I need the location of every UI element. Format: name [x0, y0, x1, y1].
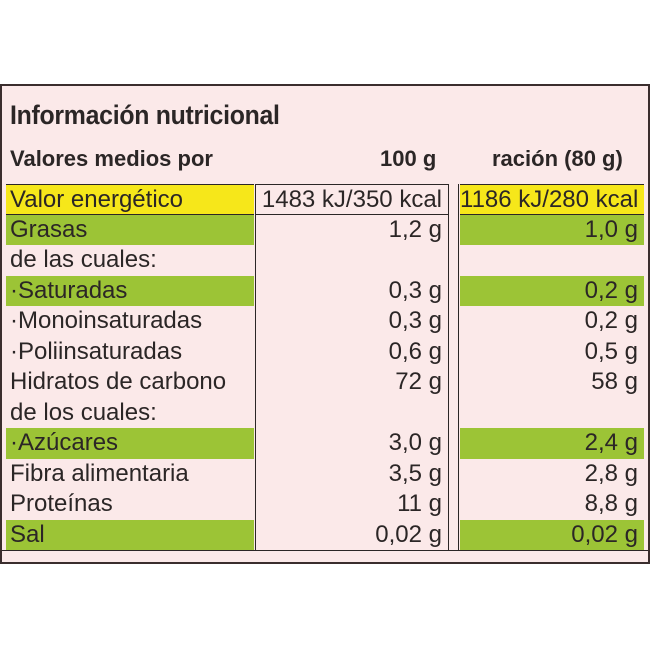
value-per-serving: 8,8 g	[584, 490, 638, 517]
table-row: Fibra alimentaria 3,5 g 2,8 g	[4, 459, 644, 490]
label-title: Información nutricional	[10, 100, 280, 130]
value-per-100g	[256, 398, 448, 429]
value-per-serving: 2,4 g	[460, 428, 644, 459]
nutrient-name: Proteínas	[10, 490, 113, 517]
table-row: Grasas 1,2 g 1,0 g	[4, 214, 644, 245]
column-divider	[448, 184, 449, 550]
value-per-serving	[460, 245, 644, 276]
value-per-serving: 0,5 g	[584, 337, 638, 365]
table-row: ·Saturadas 0,3 g 0,2 g	[4, 275, 644, 306]
header-per-100g: 100 g	[380, 146, 437, 171]
header-label: Valores medios por	[10, 146, 213, 171]
nutrition-label: Información nutricional Valores medios p…	[0, 84, 650, 564]
nutrient-name: de las cuales:	[10, 246, 157, 273]
table-row: de las cuales:	[4, 245, 644, 276]
value-per-serving: 58 g	[591, 368, 638, 395]
nutrient-name: Fibra alimentaria	[10, 459, 189, 487]
value-per-serving: 0,2 g	[584, 307, 638, 334]
nutrient-name: ·Monoinsaturadas	[10, 307, 203, 334]
table-row: ·Poliinsaturadas 0,6 g 0,5 g	[4, 337, 644, 368]
nutrient-name: ·Azúcares	[6, 428, 254, 459]
value-per-serving: 2,8 g	[584, 459, 638, 487]
header-per-serving: ración (80 g)	[492, 146, 623, 171]
table-row: Hidratos de carbono 72 g 58 g	[4, 367, 644, 398]
table-bottom-rule	[2, 550, 648, 551]
nutrient-name: ·Saturadas	[6, 275, 254, 306]
table-row: ·Azúcares 3,0 g 2,4 g	[4, 428, 644, 459]
nutrient-name: Sal	[6, 519, 254, 550]
value-per-serving: 1,0 g	[460, 214, 644, 245]
value-per-100g: 3,0 g	[388, 429, 442, 456]
nutrient-name: Grasas	[6, 214, 254, 245]
value-per-100g: 3,5 g	[388, 459, 442, 487]
value-per-100g: 0,3 g	[388, 307, 442, 334]
column-divider	[255, 184, 256, 550]
nutrient-name: Hidratos de carbono	[10, 368, 227, 395]
nutrient-name: ·Poliinsaturadas	[10, 337, 183, 365]
nutrient-name: de los cuales:	[10, 398, 157, 426]
value-per-100g: 1,2 g	[388, 215, 442, 243]
table-row: ·Monoinsaturadas 0,3 g 0,2 g	[4, 306, 644, 337]
value-per-100g: 0,3 g	[388, 276, 442, 304]
table-row: Sal 0,02 g 0,02 g	[4, 519, 644, 550]
value-per-100g: 1483 kJ/350 kcal	[256, 184, 448, 215]
column-divider	[458, 184, 459, 550]
value-per-serving	[460, 398, 644, 429]
value-per-100g: 11 g	[397, 490, 442, 517]
table-row: de los cuales:	[4, 398, 644, 429]
value-per-100g: 0,6 g	[388, 337, 442, 365]
value-per-serving: 1186 kJ/280 kcal	[460, 184, 644, 215]
table-row: Valor energético 1483 kJ/350 kcal 1186 kJ/…	[4, 184, 644, 215]
value-per-100g	[256, 245, 448, 276]
nutrition-table: Valor energético 1483 kJ/350 kcal 1186 kJ/…	[4, 184, 644, 550]
value-per-serving: 0,02 g	[460, 519, 644, 550]
nutrient-name: Valor energético	[6, 184, 254, 215]
table-row: Proteínas 11 g 8,8 g	[4, 489, 644, 520]
value-per-serving: 0,2 g	[460, 275, 644, 306]
value-per-100g: 72 g	[395, 368, 442, 395]
value-per-100g: 0,02 g	[375, 520, 442, 548]
